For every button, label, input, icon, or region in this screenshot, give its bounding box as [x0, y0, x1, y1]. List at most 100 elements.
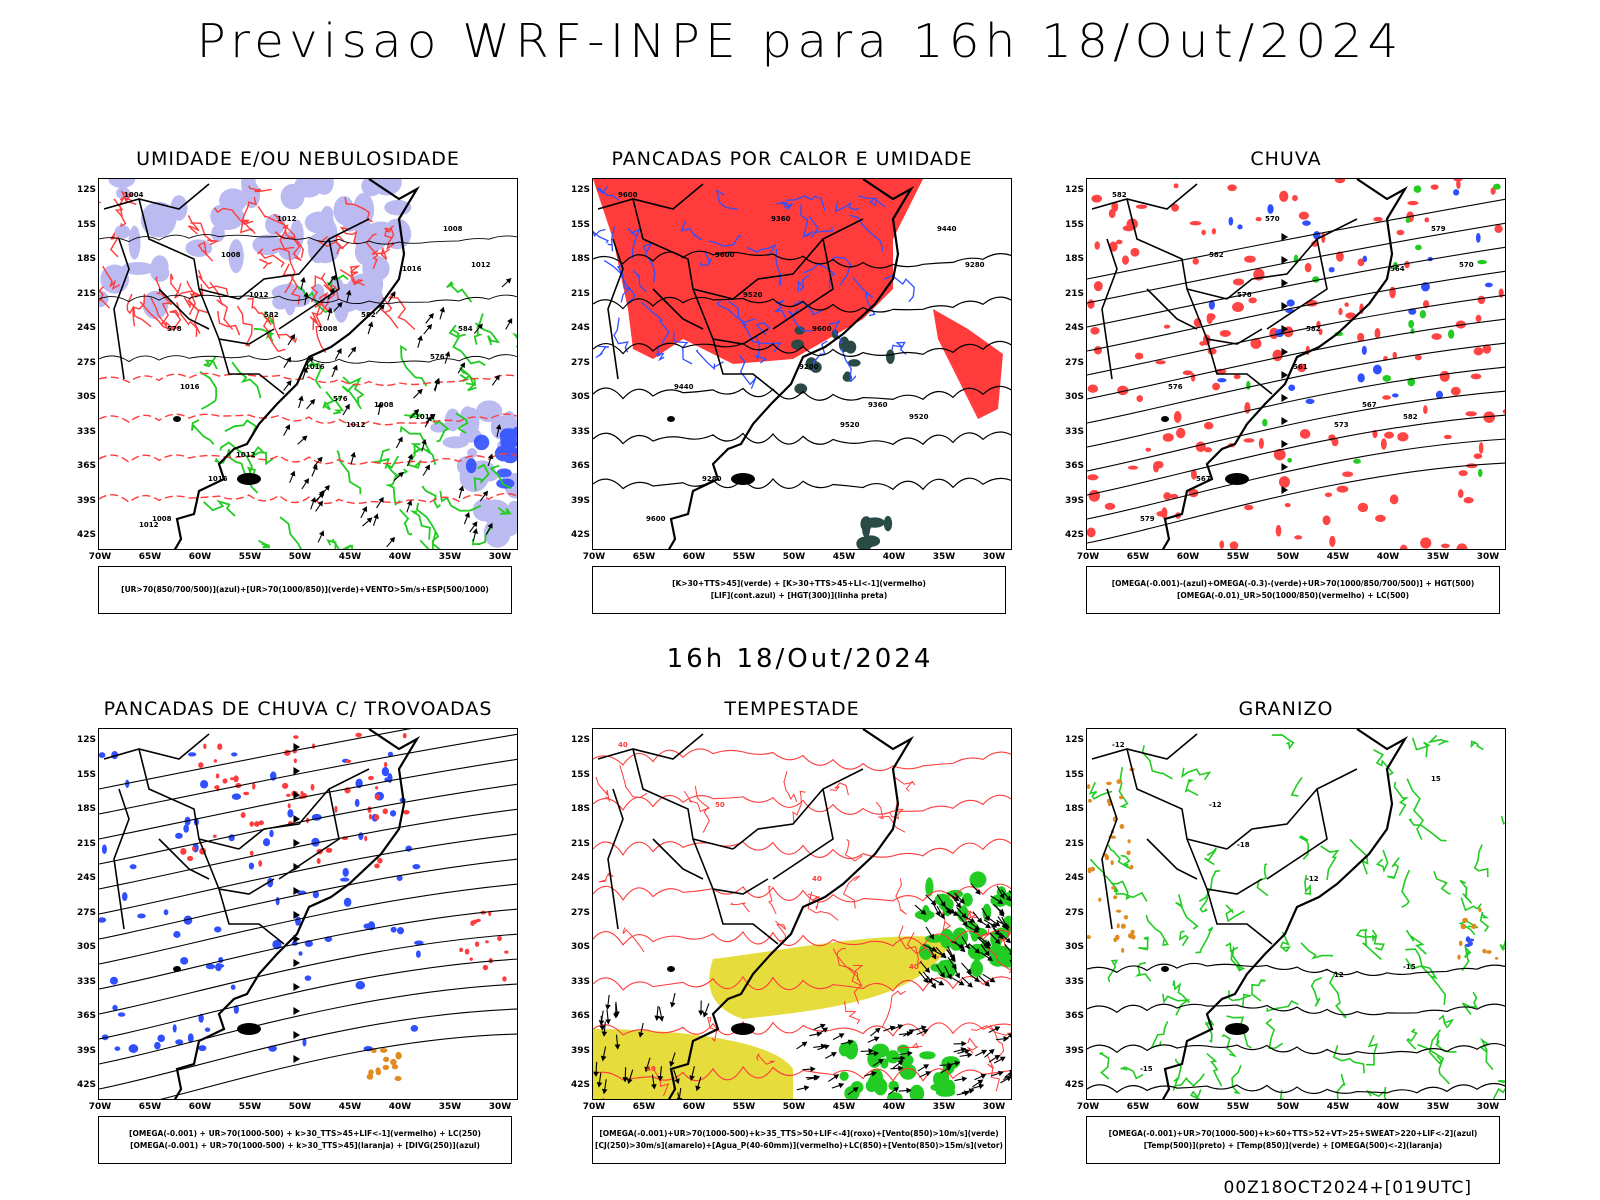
field-patch — [180, 957, 189, 965]
wind-arrowhead — [332, 364, 338, 371]
lake-mirim — [237, 473, 261, 485]
wind-arrowhead — [833, 1074, 840, 1080]
field-patch — [1458, 940, 1463, 947]
longitude-tick-label: 30W — [1476, 552, 1500, 562]
field-patch — [114, 1046, 121, 1051]
legend: [K>30+TTS>45](verde) + [K>30+TTS>45+LI<-… — [592, 566, 1006, 614]
field-patch — [1392, 351, 1397, 359]
contour-fragment — [331, 538, 353, 549]
field-patch — [211, 224, 225, 242]
field-patch — [1483, 411, 1496, 423]
field-patch — [1156, 511, 1167, 517]
field-patch — [1423, 405, 1428, 414]
streamline — [1087, 390, 1505, 472]
legend-line: [LIF](cont.azul) + [HGT(300)](linha pret… — [710, 591, 888, 600]
state-border — [712, 338, 779, 395]
contour-label: 561 — [1293, 363, 1308, 371]
latitude-tick-label: 36S — [570, 461, 590, 471]
contour-fragment — [1408, 818, 1447, 842]
wind-vectors — [593, 992, 710, 1099]
wind-arrowhead — [939, 972, 945, 978]
wind-arrowhead — [994, 1054, 1001, 1061]
streamline-arrowhead — [293, 959, 301, 967]
contour-label: 9440 — [937, 225, 957, 233]
contour-fragment — [1251, 979, 1266, 1002]
wind-arrowhead — [953, 895, 960, 901]
latitude-tick-label: 15S — [570, 219, 590, 230]
latitude-tick-label: 27S — [76, 907, 96, 918]
contour-fragment — [842, 875, 861, 909]
wind-arrowhead — [994, 938, 1001, 945]
contour-fragment — [150, 297, 175, 331]
field-patch — [382, 1064, 390, 1071]
state-border — [198, 838, 275, 895]
field-patch — [1353, 458, 1361, 464]
wind-arrowhead — [599, 1025, 605, 1031]
latitude-tick-label: 12S — [76, 735, 96, 745]
field-patch — [402, 732, 407, 739]
wind-arrowhead — [336, 301, 343, 308]
panel-title: GRANIZO — [1238, 698, 1334, 720]
field-patch — [150, 255, 169, 279]
field-patch — [1361, 345, 1367, 356]
wind-arrowhead — [312, 464, 318, 471]
wind-arrowhead — [803, 1085, 810, 1091]
field-patch — [1219, 330, 1231, 337]
field-patch — [1322, 515, 1331, 526]
state-border — [198, 288, 275, 345]
legend-line: [CJ(250)>30m/s](amarelo)+[Agua_P(40-60mm… — [595, 1141, 1003, 1150]
field-patch — [1248, 297, 1257, 304]
wind-arrowhead — [298, 395, 304, 402]
contour-label: 1012 — [346, 421, 366, 429]
contour-label: 9440 — [674, 383, 694, 391]
contour-fragment — [1336, 1073, 1346, 1099]
longitude-tick-label: 45W — [1326, 1102, 1350, 1112]
contour-label: 9280 — [702, 475, 722, 483]
wind-arrowhead — [938, 980, 945, 986]
latitude-tick-label: 27S — [76, 357, 96, 368]
wind-arrow — [678, 1087, 682, 1099]
state-border — [772, 238, 834, 330]
field-patch — [1458, 470, 1468, 477]
contour-label: 1012 — [249, 291, 269, 299]
longitude-tick-label: 30W — [488, 1102, 512, 1112]
wind-arrowhead — [868, 1048, 874, 1054]
longitude-tick-label: 40W — [882, 552, 906, 562]
latitude-tick-label: 15S — [76, 769, 96, 780]
field-patch — [1502, 409, 1505, 414]
contour-fragment — [203, 355, 218, 370]
wind-arrowhead — [350, 451, 356, 458]
field-patch — [1456, 179, 1461, 190]
latitude-tick-label: 18S — [570, 254, 590, 264]
field-patch — [1396, 229, 1405, 236]
streamline-arrowhead — [1281, 371, 1289, 379]
longitude-tick-label: 65W — [138, 1102, 162, 1112]
field-patch — [252, 234, 283, 256]
wind-arrowhead — [674, 1078, 680, 1085]
contour-fragment — [683, 790, 710, 813]
contour-fragment — [186, 280, 201, 334]
longitude-tick-label: 65W — [632, 552, 656, 562]
contour-fragment — [673, 331, 693, 365]
contour-fragment — [430, 416, 450, 443]
contour-fragment — [730, 902, 750, 913]
contour-label: 579 — [1431, 225, 1446, 233]
contour-label: 1016 — [305, 363, 325, 371]
wind-arrowhead — [873, 1036, 880, 1042]
contour-label: 582 — [1209, 251, 1224, 259]
streamline-arrowhead — [293, 815, 301, 823]
longitude-tick-label: 50W — [782, 552, 806, 562]
wind-arrowhead — [494, 374, 500, 381]
field-patch — [414, 940, 424, 946]
state-border — [158, 838, 210, 880]
contour-fragment — [1271, 734, 1295, 751]
contour-label: 576 — [1237, 291, 1252, 299]
contour-line — [593, 883, 1011, 903]
latitude-tick-label: 12S — [1064, 185, 1084, 195]
contour-fragment — [776, 201, 793, 210]
wind-arrowhead — [318, 530, 325, 537]
legend-line: [OMEGA(-0.001)-(azul)+OMEGA(-0.3)-(verde… — [1111, 579, 1475, 588]
field-patch — [1329, 535, 1336, 548]
contour-fragment — [807, 893, 820, 910]
contour-fragment — [341, 382, 362, 410]
